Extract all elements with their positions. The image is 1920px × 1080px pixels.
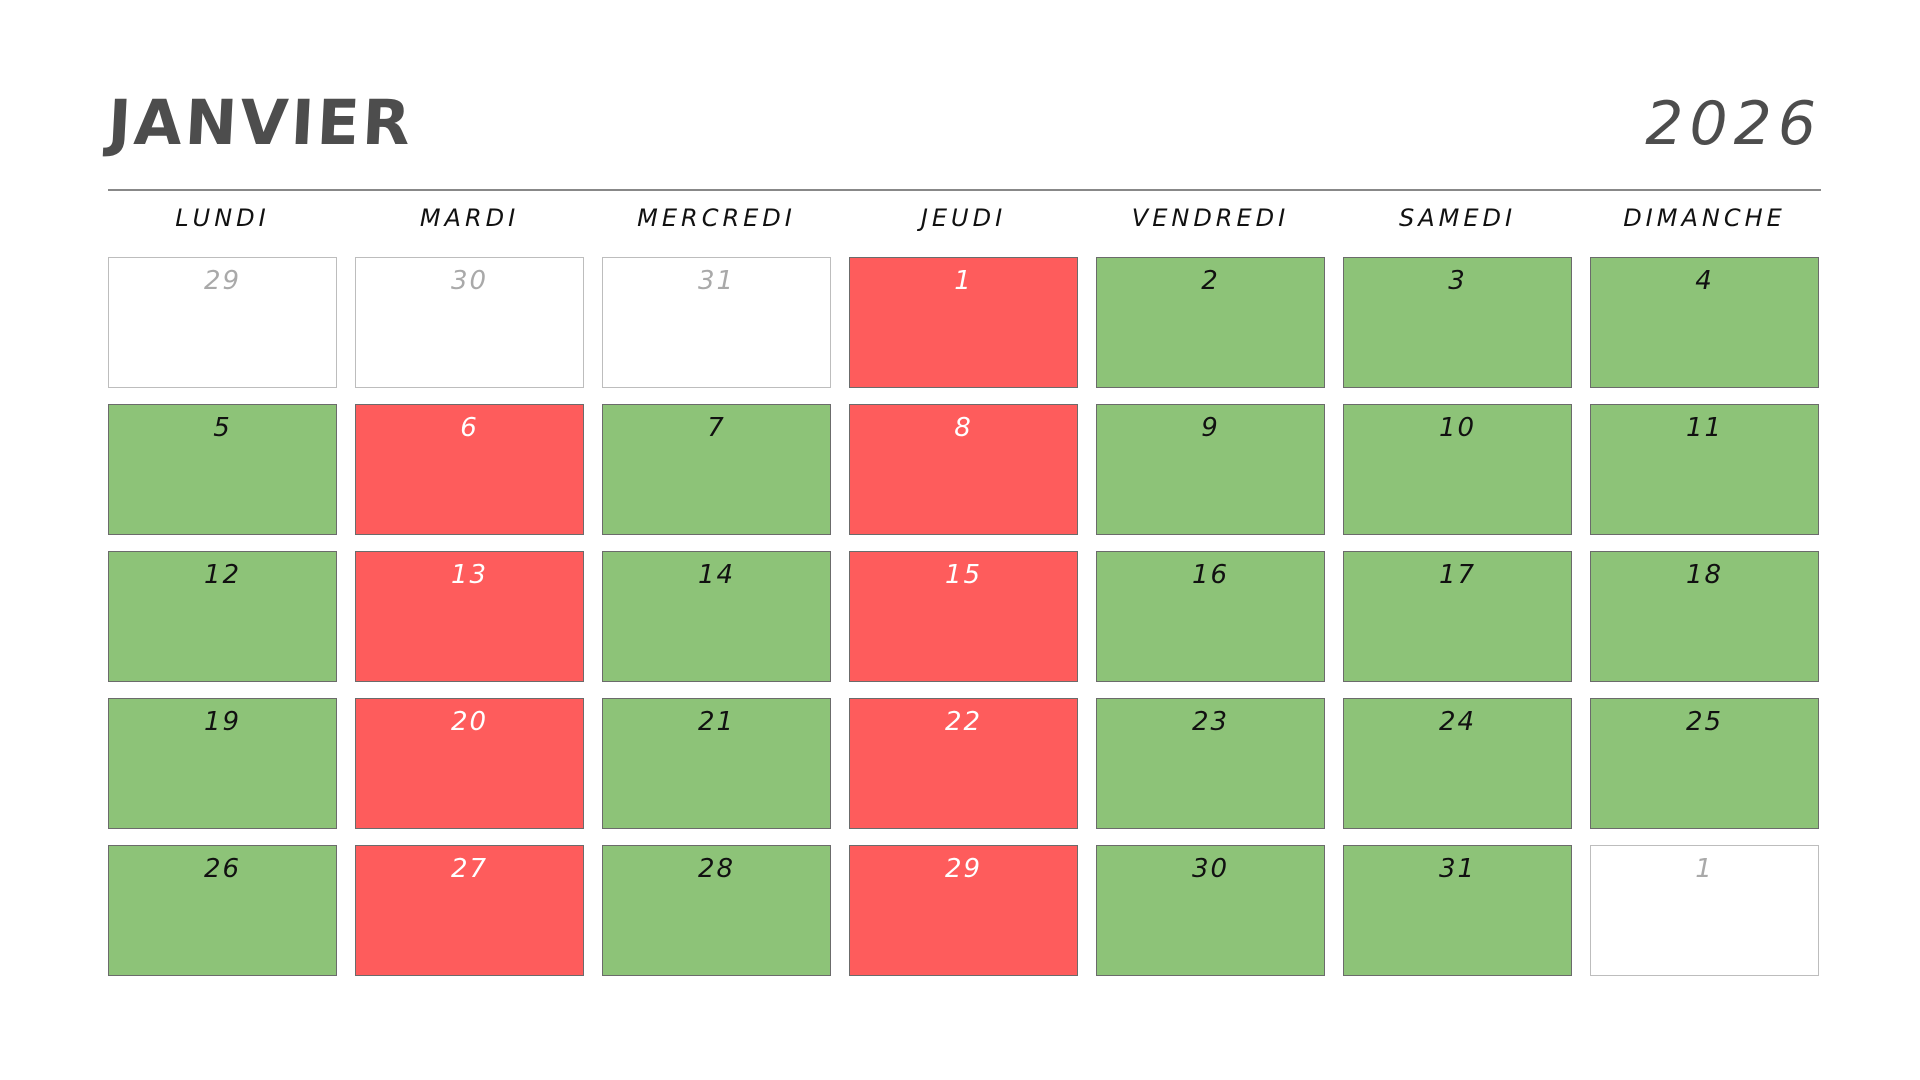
day-number: 23 xyxy=(1191,707,1230,737)
day-number: 15 xyxy=(944,560,983,590)
day-cell-outside-month[interactable]: 29 xyxy=(108,257,337,388)
day-number: 25 xyxy=(1685,707,1724,737)
day-cell[interactable]: 4 xyxy=(1590,257,1819,388)
day-number: 6 xyxy=(460,413,479,443)
day-cell[interactable]: 13 xyxy=(355,551,584,682)
day-number: 12 xyxy=(203,560,242,590)
day-grid: 29 30 31 1 2 3 4 5 6 7 8 9 10 11 12 13 14 15 16 17 18 19 20 21 2… xyxy=(108,257,1821,976)
day-cell[interactable]: 26 xyxy=(108,845,337,976)
day-cell[interactable]: 28 xyxy=(602,845,831,976)
day-cell[interactable]: 27 xyxy=(355,845,584,976)
day-number: 31 xyxy=(697,266,736,296)
day-cell[interactable]: 8 xyxy=(849,404,1078,535)
day-number: 18 xyxy=(1685,560,1724,590)
day-number: 11 xyxy=(1685,413,1724,443)
day-number: 22 xyxy=(944,707,983,737)
day-number: 19 xyxy=(203,707,242,737)
weekday-label-saturday: SAMEDI xyxy=(1398,204,1517,232)
day-number: 30 xyxy=(450,266,489,296)
day-number: 30 xyxy=(1191,854,1230,884)
day-number: 31 xyxy=(1438,854,1477,884)
day-number: 29 xyxy=(944,854,983,884)
day-cell[interactable]: 14 xyxy=(602,551,831,682)
day-number: 7 xyxy=(707,413,726,443)
day-cell[interactable]: 23 xyxy=(1096,698,1325,829)
day-cell[interactable]: 11 xyxy=(1590,404,1819,535)
day-cell-outside-month[interactable]: 31 xyxy=(602,257,831,388)
day-number: 13 xyxy=(450,560,489,590)
day-cell[interactable]: 19 xyxy=(108,698,337,829)
weekday-label-wednesday: MERCREDI xyxy=(637,204,796,232)
weekday-label-sunday: DIMANCHE xyxy=(1623,204,1786,232)
day-number: 9 xyxy=(1201,413,1220,443)
day-cell[interactable]: 2 xyxy=(1096,257,1325,388)
day-number: 28 xyxy=(697,854,736,884)
day-number: 3 xyxy=(1448,266,1467,296)
day-cell[interactable]: 9 xyxy=(1096,404,1325,535)
day-number: 10 xyxy=(1438,413,1477,443)
weekday-label-tuesday: MARDI xyxy=(419,204,520,232)
day-cell[interactable]: 18 xyxy=(1590,551,1819,682)
weekday-header-row: LUNDI MARDI MERCREDI JEUDI VENDREDI SAME… xyxy=(108,200,1821,236)
day-number: 26 xyxy=(203,854,242,884)
month-title: JANVIER xyxy=(106,86,416,159)
day-number: 14 xyxy=(697,560,736,590)
weekday-label-friday: VENDREDI xyxy=(1131,204,1290,232)
day-cell[interactable]: 7 xyxy=(602,404,831,535)
day-cell[interactable]: 29 xyxy=(849,845,1078,976)
day-cell[interactable]: 21 xyxy=(602,698,831,829)
day-cell[interactable]: 16 xyxy=(1096,551,1325,682)
day-number: 4 xyxy=(1695,266,1714,296)
day-cell[interactable]: 5 xyxy=(108,404,337,535)
day-cell[interactable]: 3 xyxy=(1343,257,1572,388)
day-cell[interactable]: 12 xyxy=(108,551,337,682)
day-number: 1 xyxy=(954,266,973,296)
day-cell[interactable]: 25 xyxy=(1590,698,1819,829)
day-number: 5 xyxy=(213,413,232,443)
day-cell[interactable]: 17 xyxy=(1343,551,1572,682)
day-number: 8 xyxy=(954,413,973,443)
day-cell[interactable]: 22 xyxy=(849,698,1078,829)
day-cell-outside-month[interactable]: 1 xyxy=(1590,845,1819,976)
day-number: 16 xyxy=(1191,560,1230,590)
day-cell-outside-month[interactable]: 30 xyxy=(355,257,584,388)
day-cell[interactable]: 20 xyxy=(355,698,584,829)
day-cell[interactable]: 6 xyxy=(355,404,584,535)
weekday-label-monday: LUNDI xyxy=(175,204,270,232)
day-number: 24 xyxy=(1438,707,1477,737)
weekday-label-thursday: JEUDI xyxy=(920,204,1007,232)
day-number: 29 xyxy=(203,266,242,296)
header-divider xyxy=(108,189,1821,191)
day-cell[interactable]: 10 xyxy=(1343,404,1572,535)
day-cell[interactable]: 15 xyxy=(849,551,1078,682)
year-title: 2026 xyxy=(1645,89,1822,159)
day-cell[interactable]: 30 xyxy=(1096,845,1325,976)
day-number: 20 xyxy=(450,707,489,737)
day-number: 17 xyxy=(1438,560,1477,590)
day-cell[interactable]: 31 xyxy=(1343,845,1572,976)
day-cell[interactable]: 1 xyxy=(849,257,1078,388)
day-cell[interactable]: 24 xyxy=(1343,698,1572,829)
day-number: 21 xyxy=(697,707,736,737)
day-number: 27 xyxy=(450,854,489,884)
day-number: 2 xyxy=(1201,266,1220,296)
day-number: 1 xyxy=(1695,854,1714,884)
